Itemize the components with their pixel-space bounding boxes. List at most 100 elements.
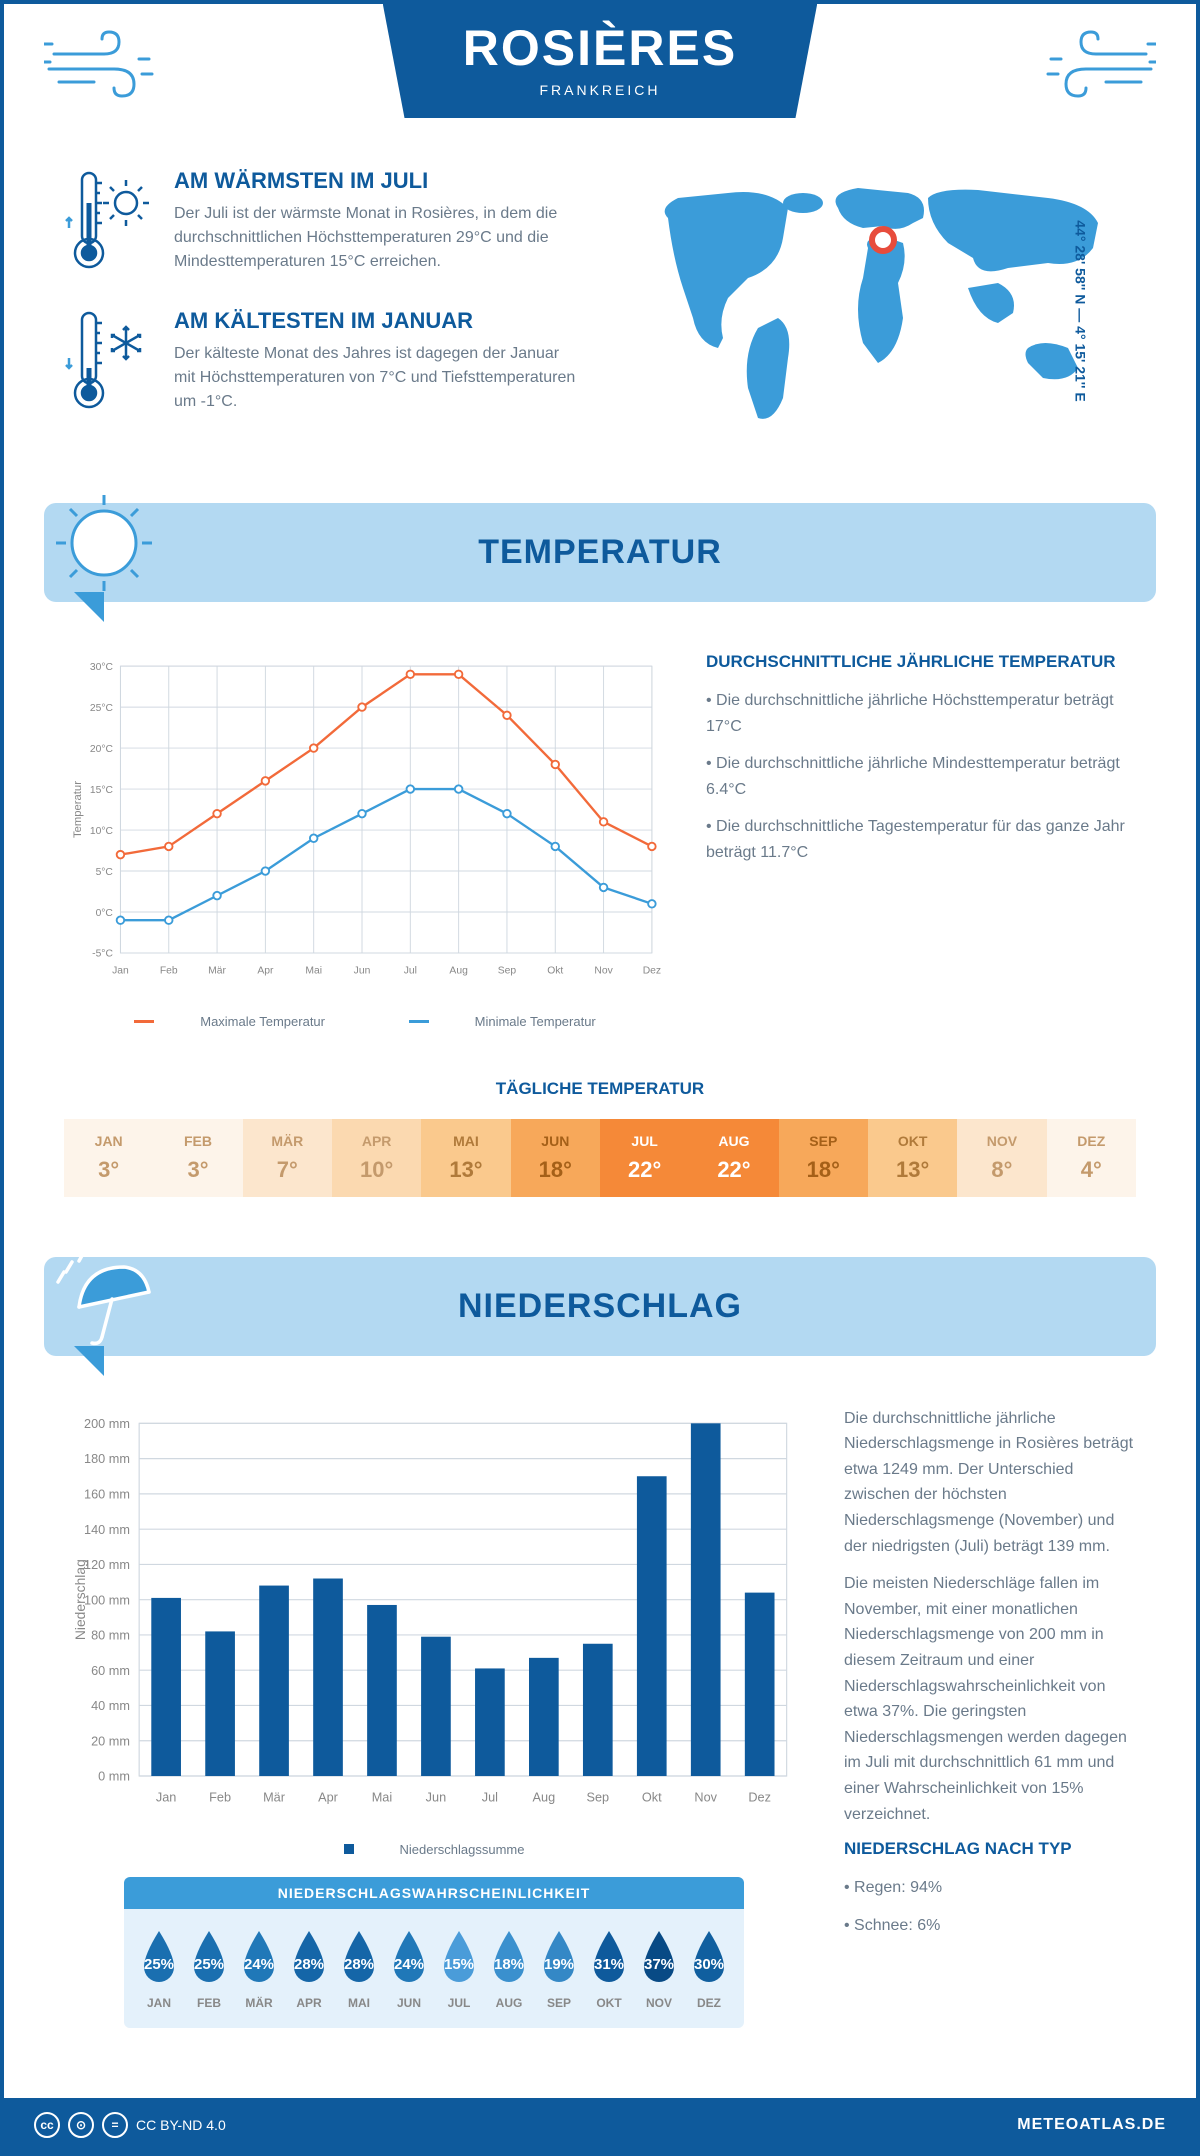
precip-drop: 25%FEB [184,1927,234,2010]
svg-text:Jul: Jul [482,1789,498,1804]
precip-drop: 25%JAN [134,1927,184,2010]
svg-text:20°C: 20°C [90,744,114,755]
svg-text:Aug: Aug [449,966,468,977]
svg-text:Temperatur: Temperatur [72,781,84,838]
coldest-title: AM KÄLTESTEN IM JANUAR [174,308,580,334]
page-title: ROSIÈRES [463,19,737,77]
temp-cell: JUN18° [511,1119,600,1197]
svg-text:120 mm: 120 mm [84,1557,130,1572]
umbrella-icon [44,1237,164,1357]
precip-legend: Niederschlagssumme [64,1842,804,1858]
precip-drop: 37%NOV [634,1927,684,2010]
title-banner: ROSIÈRES FRANKREICH [383,4,817,118]
svg-text:25°C: 25°C [90,703,114,714]
svg-text:Jul: Jul [404,966,417,977]
temp-cell: JUL22° [600,1119,689,1197]
svg-text:140 mm: 140 mm [84,1521,130,1536]
svg-text:5°C: 5°C [96,867,114,878]
svg-text:60 mm: 60 mm [91,1662,130,1677]
precip-section-header: NIEDERSCHLAG [44,1257,1156,1356]
license: cc ⊙ = CC BY-ND 4.0 [34,2112,226,2138]
temp-cell: DEZ4° [1047,1119,1136,1197]
temp-cell: JAN3° [64,1119,153,1197]
precip-prob-heading: NIEDERSCHLAGSWAHRSCHEINLICHKEIT [124,1877,744,1909]
svg-text:Okt: Okt [547,966,563,977]
svg-text:19%: 19% [544,1956,574,1973]
header: ROSIÈRES FRANKREICH [4,4,1196,138]
precip-para: Die meisten Niederschläge fallen im Nove… [844,1571,1136,1827]
svg-text:0 mm: 0 mm [98,1768,130,1783]
temp-chart-row: -5°C0°C5°C10°C15°C20°C25°C30°CJanFebMärA… [4,622,1196,1059]
svg-text:160 mm: 160 mm [84,1486,130,1501]
precip-type-bullet: • Regen: 94% [844,1875,1136,1901]
svg-text:100 mm: 100 mm [84,1592,130,1607]
precip-chart-row: 0 mm20 mm40 mm60 mm80 mm100 mm120 mm140 … [4,1376,1196,2069]
svg-text:Jun: Jun [354,966,371,977]
world-map-icon [620,168,1136,448]
svg-text:40 mm: 40 mm [91,1698,130,1713]
svg-text:15%: 15% [444,1956,474,1973]
by-icon: ⊙ [68,2112,94,2138]
precip-type-heading: NIEDERSCHLAG NACH TYP [844,1839,1136,1859]
svg-text:20 mm: 20 mm [91,1733,130,1748]
svg-text:15°C: 15°C [90,785,114,796]
temp-cell: MÄR7° [243,1119,332,1197]
svg-text:37%: 37% [644,1956,674,1973]
temp-section-header: TEMPERATUR [44,503,1156,602]
temp-cell: SEP18° [779,1119,868,1197]
temp-cell: AUG22° [689,1119,778,1197]
svg-text:0°C: 0°C [96,908,114,919]
cc-icon: cc [34,2112,60,2138]
svg-text:200 mm: 200 mm [84,1416,130,1431]
svg-text:Apr: Apr [318,1789,339,1804]
svg-text:10°C: 10°C [90,826,114,837]
temp-cell: FEB3° [153,1119,242,1197]
temp-bullet: • Die durchschnittliche Tagestemperatur … [706,814,1136,865]
svg-text:-5°C: -5°C [92,949,113,960]
site-name: METEOATLAS.DE [1017,2116,1166,2134]
precip-drop: 31%OKT [584,1927,634,2010]
page: ROSIÈRES FRANKREICH [0,0,1200,2156]
svg-text:Aug: Aug [533,1789,556,1804]
svg-text:28%: 28% [294,1956,324,1973]
svg-text:Mai: Mai [305,966,322,977]
coordinates: 44° 28' 58'' N — 4° 15' 21'' E [1072,220,1088,401]
thermometer-snow-icon [64,308,154,418]
temp-section-title: TEMPERATUR [74,533,1126,572]
warmest-title: AM WÄRMSTEN IM JULI [174,168,580,194]
svg-text:Mai: Mai [372,1789,392,1804]
precip-drop: 24%JUN [384,1927,434,2010]
precip-drop: 19%SEP [534,1927,584,2010]
svg-text:28%: 28% [344,1956,374,1973]
svg-text:31%: 31% [594,1956,624,1973]
precipitation-bar-chart: 0 mm20 mm40 mm60 mm80 mm100 mm120 mm140 … [64,1406,804,1822]
temp-cell: MAI13° [421,1119,510,1197]
svg-text:24%: 24% [394,1956,424,1973]
temp-text-heading: DURCHSCHNITTLICHE JÄHRLICHE TEMPERATUR [706,652,1136,672]
temp-cell: OKT13° [868,1119,957,1197]
temp-bullet: • Die durchschnittliche jährliche Höchst… [706,688,1136,739]
svg-text:180 mm: 180 mm [84,1451,130,1466]
svg-text:30°C: 30°C [90,662,114,673]
precip-para: Die durchschnittliche jährliche Niedersc… [844,1406,1136,1560]
intro-section: AM WÄRMSTEN IM JULI Der Juli ist der wär… [4,138,1196,483]
precip-section-title: NIEDERSCHLAG [74,1287,1126,1326]
precip-drop: 15%JUL [434,1927,484,2010]
svg-text:24%: 24% [244,1956,274,1973]
temperature-line-chart: -5°C0°C5°C10°C15°C20°C25°C30°CJanFebMärA… [64,652,666,991]
precip-type-bullet: • Schnee: 6% [844,1913,1136,1939]
svg-text:Feb: Feb [160,966,178,977]
svg-text:18%: 18% [494,1956,524,1973]
warmest-block: AM WÄRMSTEN IM JULI Der Juli ist der wär… [64,168,580,278]
sun-icon [44,483,164,603]
svg-text:30%: 30% [694,1956,724,1973]
temp-cell: APR10° [332,1119,421,1197]
svg-text:Dez: Dez [748,1789,771,1804]
svg-text:Mär: Mär [263,1789,286,1804]
svg-text:Sep: Sep [586,1789,609,1804]
svg-text:Apr: Apr [257,966,274,977]
svg-text:25%: 25% [144,1956,174,1973]
precip-drop: 18%AUG [484,1927,534,2010]
svg-text:Mär: Mär [208,966,226,977]
svg-text:Dez: Dez [643,966,661,977]
